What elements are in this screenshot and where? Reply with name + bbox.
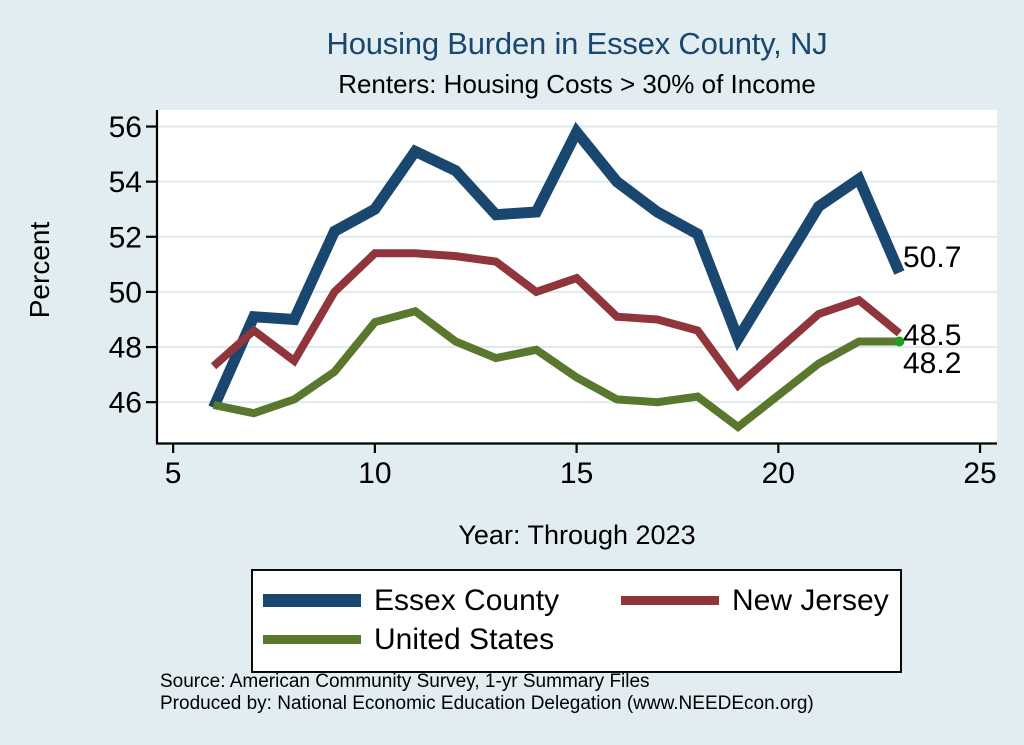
series-line-new-jersey [210, 249, 902, 392]
produced-by-line: Produced by: National Economic Education… [160, 692, 814, 714]
end-label-united-states: 48.2 [903, 347, 961, 380]
chart-title: Housing Burden in Essex County, NJ [326, 26, 828, 61]
legend-swatch-essex-county [263, 594, 361, 607]
series-line-united-states [212, 306, 900, 433]
legend-swatch-new-jersey [621, 596, 719, 605]
legend-item-new-jersey: New Jersey [621, 583, 889, 617]
end-marker-dot-united-states [894, 336, 905, 347]
x-tick-label-15: 15 [560, 457, 593, 490]
legend-label-essex-county: Essex County [374, 583, 560, 617]
legend-row-2: United States [253, 620, 900, 659]
y-tick-label-52: 52 [109, 221, 142, 254]
source-line: Source: American Community Survey, 1-yr … [160, 671, 650, 692]
legend-item-united-states: United States [263, 622, 611, 656]
source-note: Source: American Community Survey, 1-yr … [160, 671, 814, 714]
x-tick-label-5: 5 [165, 457, 182, 490]
legend-label-new-jersey: New Jersey [732, 583, 889, 617]
x-axis-title: Year: Through 2023 [458, 520, 696, 550]
x-tick-label-20: 20 [762, 457, 795, 490]
legend: Essex County New Jersey United States [251, 569, 902, 673]
x-tick-label-25: 25 [963, 457, 996, 490]
end-label-essex-county: 50.7 [903, 241, 961, 274]
x-tick-label-10: 10 [358, 457, 391, 490]
legend-item-essex-county: Essex County [263, 583, 611, 617]
series-line-essex-county [208, 121, 905, 410]
y-tick-label-54: 54 [109, 166, 142, 199]
y-tick-label-48: 48 [109, 332, 142, 365]
end-label-new-jersey: 48.5 [903, 319, 961, 352]
legend-label-united-states: United States [374, 622, 555, 656]
y-tick-label-56: 56 [109, 111, 142, 144]
y-tick-label-50: 50 [109, 276, 142, 309]
y-tick-label-46: 46 [109, 387, 142, 420]
chart-subtitle: Renters: Housing Costs > 30% of Income [338, 69, 816, 99]
legend-swatch-united-states [263, 635, 361, 644]
legend-row-1: Essex County New Jersey [253, 581, 900, 620]
